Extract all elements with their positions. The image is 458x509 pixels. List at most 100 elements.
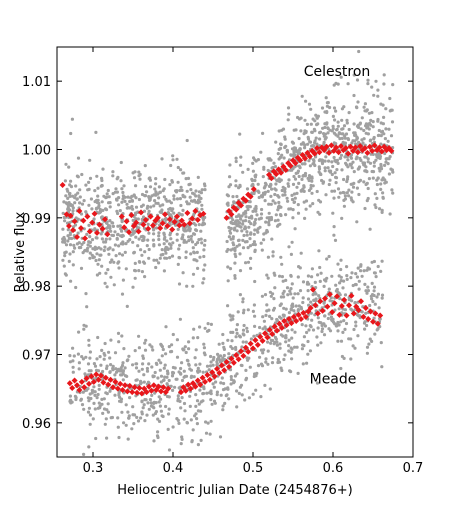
raw-data-point: [312, 161, 316, 165]
raw-data-point: [240, 345, 244, 349]
raw-data-point: [240, 214, 244, 218]
raw-data-point: [157, 196, 161, 200]
raw-data-point: [185, 284, 189, 288]
raw-data-point: [255, 228, 259, 232]
raw-data-point: [154, 401, 158, 405]
raw-data-point: [164, 251, 168, 255]
raw-data-point: [191, 428, 195, 432]
raw-data-point: [133, 268, 137, 273]
raw-data-point: [280, 188, 284, 193]
raw-data-point: [223, 401, 227, 405]
raw-data-point: [245, 205, 249, 209]
raw-data-point: [352, 122, 356, 126]
raw-data-point: [238, 183, 242, 187]
raw-data-point: [345, 177, 350, 181]
raw-data-point: [356, 125, 361, 129]
binned-data-point: [66, 223, 72, 230]
raw-data-point: [270, 187, 274, 191]
raw-data-point: [183, 345, 187, 349]
raw-data-point: [252, 240, 256, 244]
raw-data-point: [359, 263, 363, 267]
raw-data-point: [184, 250, 188, 254]
binned-data-point: [192, 208, 199, 214]
raw-data-point: [93, 364, 98, 368]
raw-data-point: [268, 290, 272, 294]
binned-data-point: [286, 315, 292, 322]
binned-data-point: [362, 145, 368, 152]
raw-data-point: [368, 337, 372, 341]
raw-data-point: [102, 357, 106, 361]
raw-data-point: [148, 178, 152, 182]
raw-data-point: [357, 140, 361, 144]
raw-data-point: [273, 201, 277, 205]
raw-data-point: [273, 192, 277, 197]
raw-data-point: [64, 243, 69, 247]
binned-data-point: [117, 380, 124, 387]
raw-data-point: [304, 130, 308, 135]
raw-data-point: [169, 237, 173, 241]
raw-data-point: [142, 209, 147, 213]
raw-data-point: [231, 195, 235, 199]
raw-data-point: [261, 315, 265, 319]
raw-data-point: [96, 392, 100, 397]
raw-data-point: [71, 209, 75, 213]
raw-data-point: [316, 326, 320, 330]
raw-data-point: [364, 311, 368, 315]
raw-data-point: [323, 132, 327, 136]
raw-data-point: [106, 268, 110, 272]
raw-data-point: [88, 244, 92, 248]
raw-data-point: [134, 378, 138, 382]
binned-data-point: [218, 362, 225, 369]
raw-data-point: [153, 199, 157, 203]
raw-data-point: [339, 153, 344, 157]
raw-data-point: [286, 293, 290, 297]
binned-data-point: [346, 302, 352, 309]
raw-data-point: [199, 237, 203, 241]
raw-data-point: [109, 338, 113, 342]
raw-data-point: [94, 368, 99, 372]
raw-data-point: [228, 183, 233, 187]
raw-data-point: [197, 194, 201, 198]
raw-data-point: [93, 390, 97, 394]
raw-data-point: [311, 293, 315, 297]
raw-data-point: [211, 363, 215, 367]
raw-data-point: [94, 436, 98, 441]
raw-data-point: [349, 156, 354, 160]
raw-data-point: [193, 258, 197, 262]
raw-data-point: [357, 192, 361, 197]
raw-data-point: [237, 186, 241, 190]
raw-data-point: [199, 229, 203, 233]
raw-data-point: [326, 127, 330, 131]
raw-data-point: [66, 189, 70, 193]
raw-data-point: [141, 356, 145, 360]
binned-data-point: [110, 384, 116, 391]
raw-data-point: [236, 238, 241, 243]
raw-data-point: [97, 383, 101, 387]
raw-data-point: [61, 258, 65, 262]
raw-data-point: [121, 233, 125, 237]
raw-data-point: [388, 109, 392, 113]
raw-data-point: [221, 408, 225, 412]
binned-data-point: [104, 231, 111, 238]
raw-data-point: [259, 241, 263, 245]
raw-data-point: [184, 240, 188, 244]
raw-data-point: [278, 222, 282, 226]
raw-data-point: [236, 310, 240, 314]
raw-data-point: [336, 120, 340, 124]
binned-data-point: [282, 167, 289, 173]
binned-data-point: [122, 382, 128, 389]
raw-data-point: [221, 341, 225, 345]
raw-data-point: [198, 325, 202, 329]
raw-data-point: [269, 182, 273, 186]
raw-data-point: [239, 217, 243, 221]
raw-data-point: [284, 144, 288, 148]
raw-data-point: [292, 192, 297, 196]
raw-data-point: [115, 198, 119, 202]
raw-data-point: [235, 372, 239, 376]
raw-data-point: [103, 422, 107, 426]
binned-data-point: [78, 225, 84, 232]
binned-data-point: [223, 359, 230, 366]
raw-data-point: [215, 357, 219, 362]
raw-data-point: [159, 374, 164, 378]
raw-data-point: [88, 422, 92, 426]
